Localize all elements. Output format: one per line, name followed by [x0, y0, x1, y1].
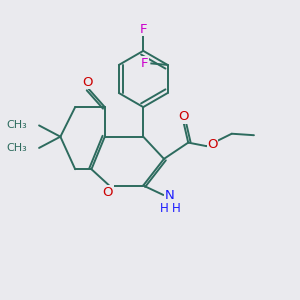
Text: H: H: [160, 202, 168, 215]
Text: F: F: [141, 57, 148, 70]
Text: O: O: [207, 138, 218, 151]
Text: O: O: [178, 110, 189, 123]
Text: O: O: [103, 185, 113, 199]
Text: F: F: [140, 23, 147, 36]
Text: CH₃: CH₃: [6, 120, 27, 130]
Text: H: H: [172, 202, 181, 215]
Text: O: O: [83, 76, 93, 89]
Text: CH₃: CH₃: [6, 143, 27, 153]
Text: N: N: [165, 189, 175, 202]
